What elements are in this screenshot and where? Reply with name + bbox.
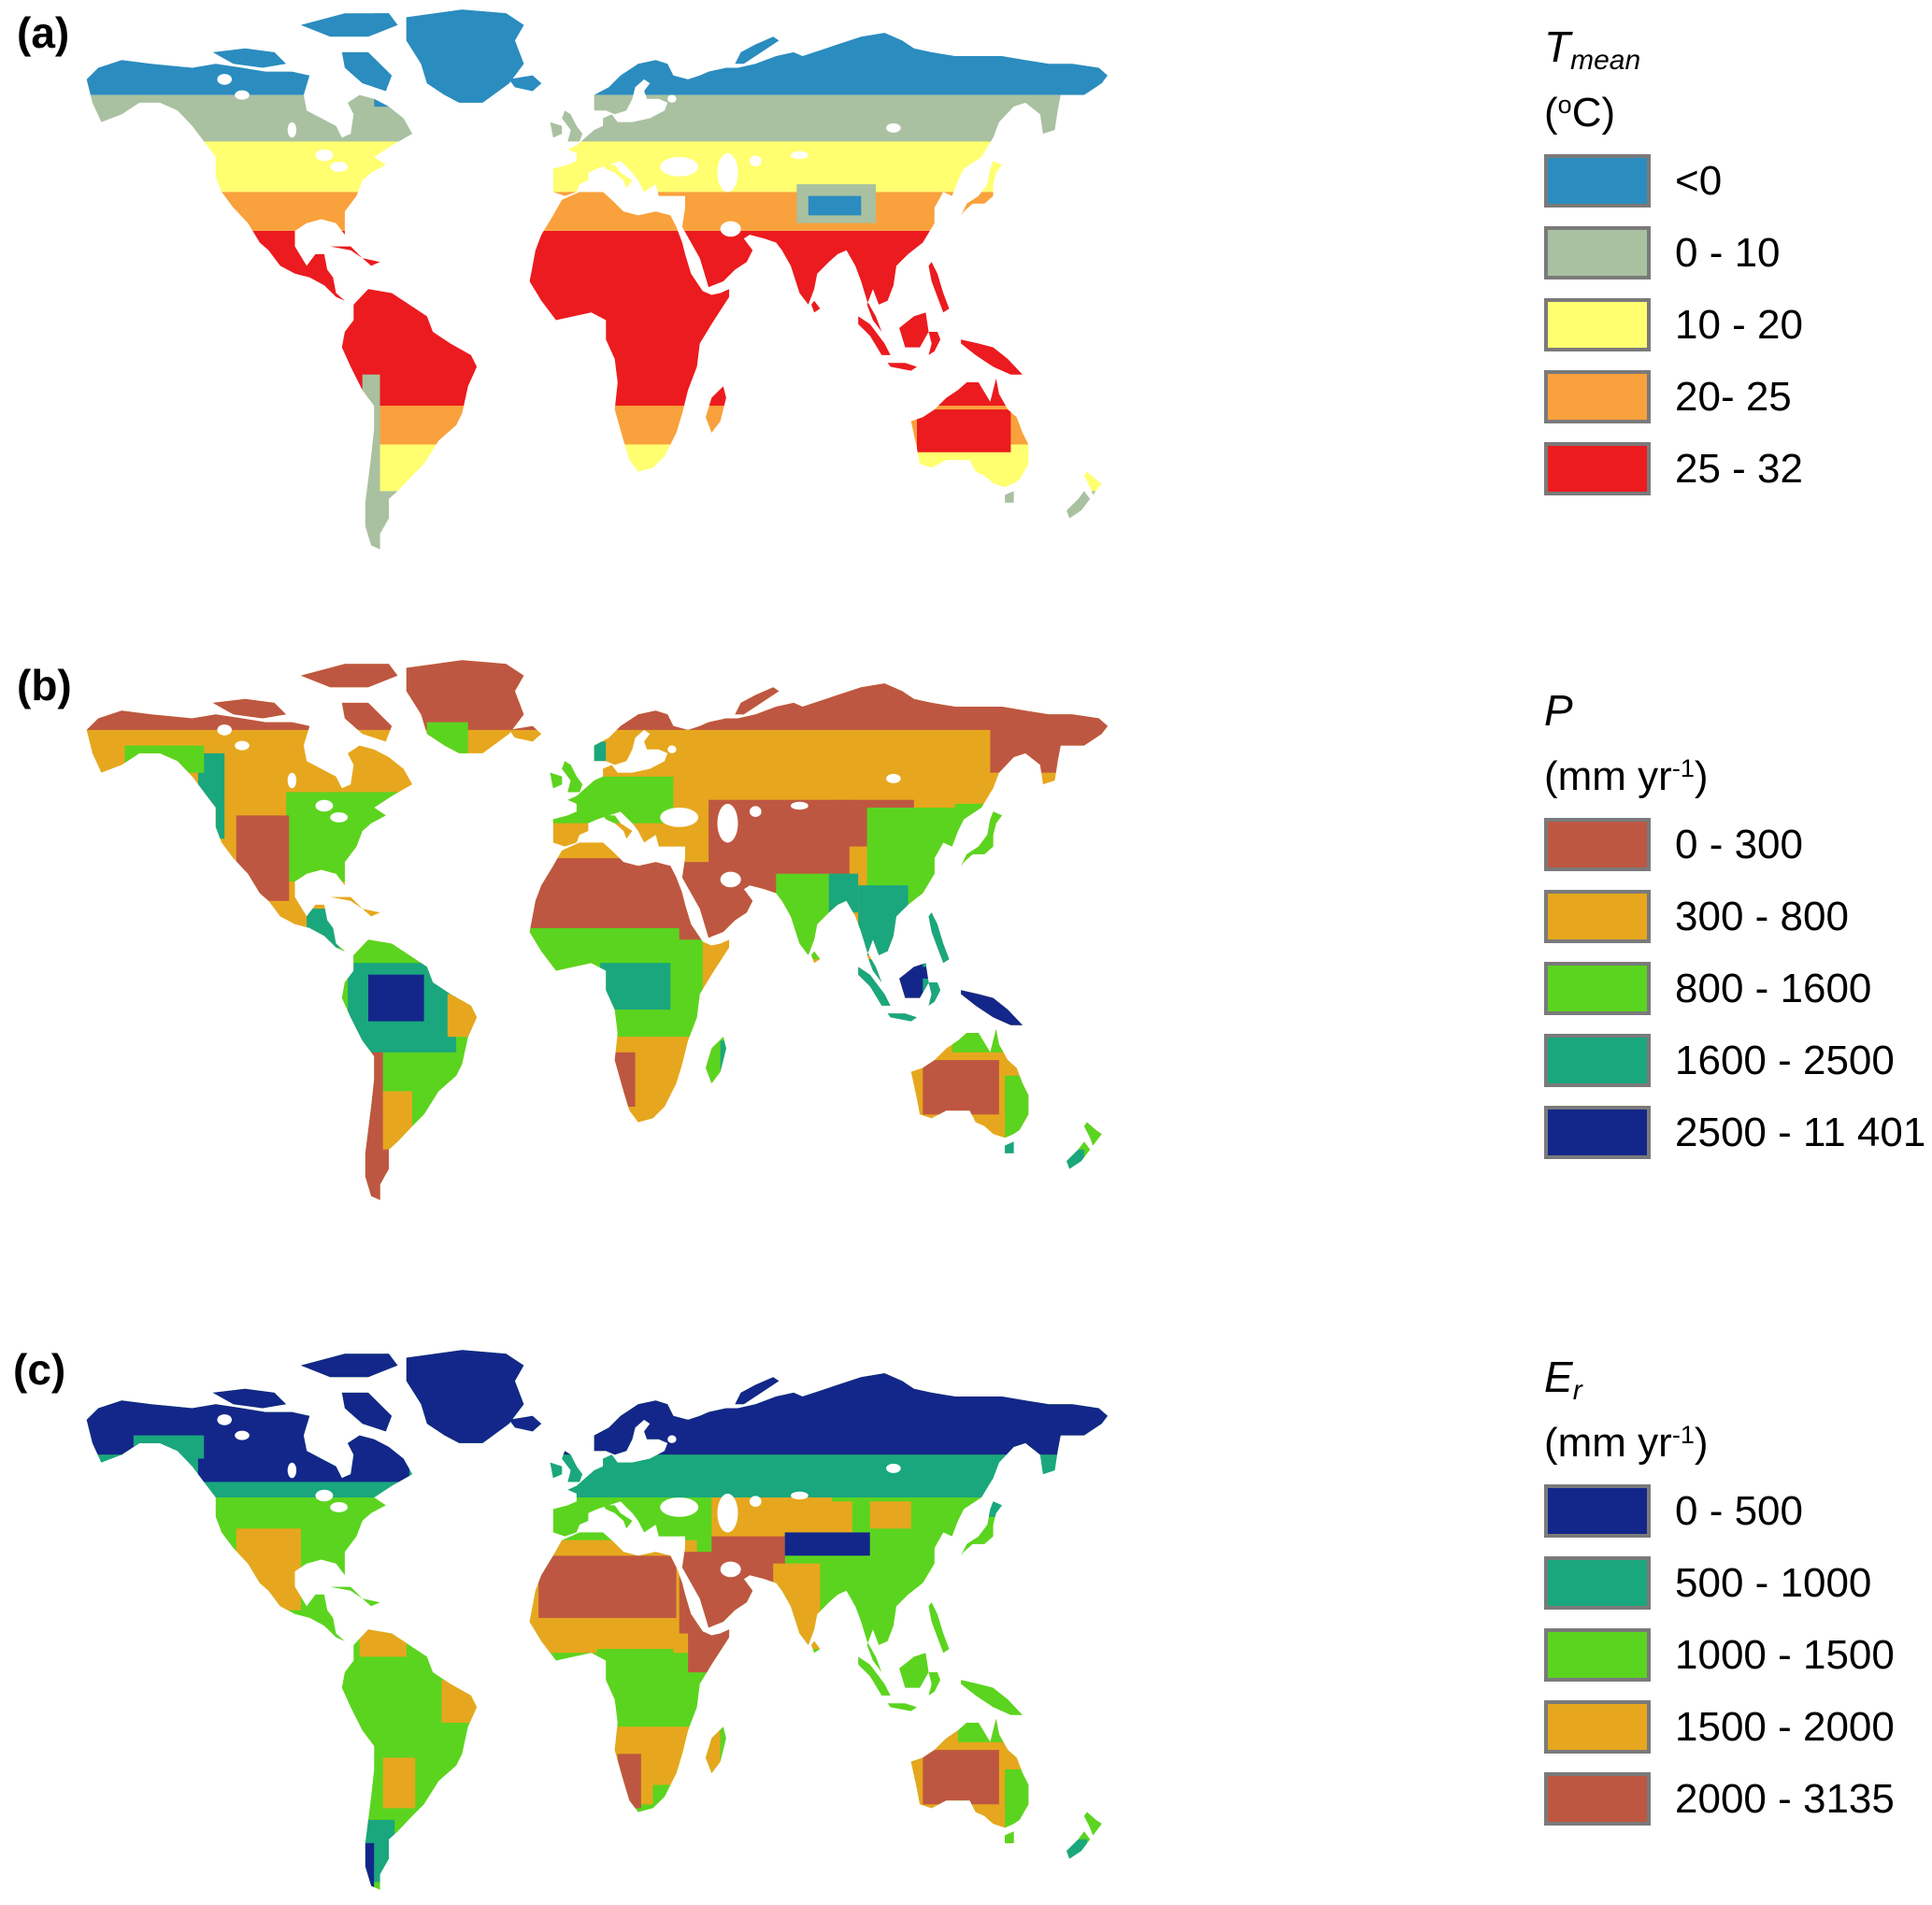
color-swatch [1544,1484,1651,1539]
color-swatch [1544,1700,1651,1755]
color-swatch [1544,890,1651,944]
color-swatch [1544,442,1651,496]
panel-label-b: (b) [17,661,72,709]
legend-entry: 1600 - 2500 [1544,1034,1923,1088]
legend-unit: (mm yr-1) [1544,753,1709,799]
legend-entry: 1500 - 2000 [1544,1700,1923,1755]
entry-label: 10 - 20 [1675,301,1803,348]
entry-label: 0 - 10 [1675,229,1781,276]
color-swatch [1544,818,1651,872]
panel-label-c: (c) [13,1345,66,1394]
world-map-precipitation [86,660,1108,1200]
entry-label: 1000 - 1500 [1675,1631,1895,1678]
color-swatch [1544,1034,1651,1088]
legend-unit: (mm yr-1) [1544,1420,1709,1466]
legend-entry: 800 - 1600 [1544,962,1923,1016]
legend-entry: 20- 25 [1544,370,1923,424]
legend-title: P [1544,686,1573,735]
color-swatch [1544,962,1651,1016]
legend-entry: 10 - 20 [1544,298,1923,352]
entry-label: 20- 25 [1675,373,1792,420]
entry-label: 500 - 1000 [1675,1559,1872,1606]
legend-title: Er [1544,1353,1582,1406]
legend-precipitation: P (mm yr-1) 0 - 300 300 - 800 800 - 1600… [1544,686,1926,1160]
color-swatch [1544,1628,1651,1683]
legend-entry: 25 - 32 [1544,442,1923,496]
entry-label: 2000 - 3135 [1675,1775,1895,1822]
entry-label: 2500 - 11 401 [1675,1109,1926,1155]
color-swatch [1544,226,1651,280]
entry-label: <0 [1675,157,1723,204]
entry-label: 1500 - 2000 [1675,1703,1895,1750]
legend-unit: (oC) [1544,90,1616,136]
legend-temperature: Tmean (oC) <0 0 - 10 10 - 20 20- 25 25 -… [1544,22,1923,496]
legend-entry: 2500 - 11 401 [1544,1106,1926,1160]
color-swatch [1544,1106,1651,1160]
legend-entry: 2000 - 3135 [1544,1772,1923,1826]
color-swatch [1544,1556,1651,1611]
color-swatch [1544,1772,1651,1826]
legend-entry: <0 [1544,154,1923,208]
legend-entry: 300 - 800 [1544,890,1923,944]
entry-label: 25 - 32 [1675,445,1803,492]
color-swatch [1544,370,1651,424]
entry-label: 0 - 500 [1675,1487,1803,1534]
color-swatch [1544,154,1651,208]
entry-label: 0 - 300 [1675,821,1803,867]
legend-entry: 0 - 10 [1544,226,1923,280]
legend-entry: 500 - 1000 [1544,1556,1923,1611]
world-map-evapotranspiration [86,1350,1108,1890]
color-swatch [1544,298,1651,352]
world-map-temperature [86,9,1108,550]
legend-title: Tmean [1544,22,1641,76]
entry-label: 300 - 800 [1675,893,1849,939]
panel-label-a: (a) [17,8,70,57]
legend-entry: 1000 - 1500 [1544,1628,1923,1683]
legend-entry: 0 - 500 [1544,1484,1923,1539]
entry-label: 800 - 1600 [1675,965,1872,1011]
legend-entry: 0 - 300 [1544,818,1923,872]
legend-evapotranspiration: Er (mm yr-1) 0 - 500 500 - 1000 1000 - 1… [1544,1354,1923,1826]
entry-label: 1600 - 2500 [1675,1037,1895,1083]
